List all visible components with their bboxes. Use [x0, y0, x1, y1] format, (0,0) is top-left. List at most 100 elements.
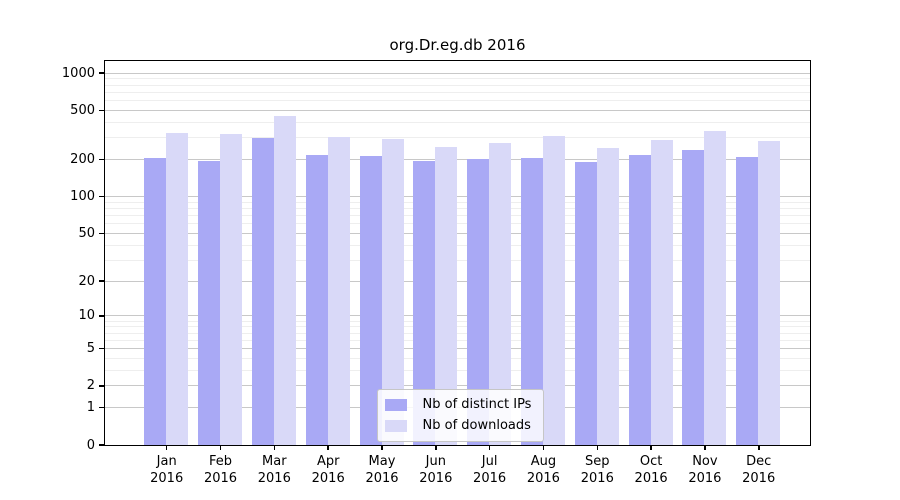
x-tick-mark-aug	[542, 445, 545, 450]
x-tick-year: 2016	[150, 471, 184, 486]
legend-item-distinct-ips: Nb of distinct IPs	[384, 396, 532, 414]
y-tick-mark-5	[99, 347, 105, 350]
x-tick-month: Sep	[585, 454, 610, 469]
y-tick-mark-10	[99, 315, 105, 317]
x-tick-year: 2016	[365, 471, 399, 486]
x-tick-label-nov: Nov 2016	[678, 453, 732, 487]
y-tick-mark-20	[99, 280, 105, 282]
x-tick-mark-mar	[273, 445, 276, 450]
gridline-major-1000	[104, 72, 810, 74]
x-tick-year: 2016	[688, 471, 722, 486]
x-tick-mark-apr	[327, 445, 329, 450]
x-tick-month: May	[368, 454, 396, 469]
x-tick-year: 2016	[473, 471, 507, 486]
x-tick-year: 2016	[742, 471, 776, 486]
x-tick-month: Feb	[208, 454, 233, 469]
legend-label-downloads: Nb of downloads	[422, 418, 531, 433]
x-tick-month: Dec	[746, 454, 772, 469]
x-tick-mark-sep	[596, 445, 598, 450]
x-tick-label-jun: Jun 2016	[409, 453, 463, 487]
x-tick-mark-feb	[219, 445, 222, 450]
gridline-minor-300	[104, 137, 810, 139]
bar-downloads-sep	[596, 147, 619, 445]
bar-downloads-mar	[273, 115, 296, 445]
bar-downloads-aug	[542, 135, 565, 445]
y-tick-label-500: 500	[70, 102, 95, 118]
y-tick-mark-1	[99, 406, 105, 409]
bar-distinct-ips-nov	[682, 149, 705, 445]
x-tick-month: Mar	[262, 454, 287, 469]
legend-swatch-distinct-ips	[384, 398, 407, 411]
x-tick-mark-jun	[435, 445, 437, 450]
y-tick-mark-100	[99, 195, 105, 198]
legend-label-distinct-ips: Nb of distinct IPs	[422, 397, 532, 412]
bar-distinct-ips-oct	[628, 155, 651, 445]
x-tick-year: 2016	[634, 471, 668, 486]
x-tick-label-jul: Jul 2016	[463, 453, 517, 487]
y-tick-mark-2	[99, 385, 105, 387]
y-tick-mark-1000	[99, 72, 105, 74]
x-tick-year: 2016	[311, 471, 345, 486]
x-tick-mark-jul	[488, 445, 491, 450]
gridline-minor-900	[104, 78, 810, 80]
x-tick-label-oct: Oct 2016	[624, 453, 678, 487]
x-tick-month: Aug	[530, 454, 557, 469]
bar-distinct-ips-jan	[144, 157, 167, 445]
x-tick-year: 2016	[257, 471, 291, 486]
y-tick-label-20: 20	[78, 273, 95, 289]
bar-downloads-dec	[758, 140, 781, 445]
x-tick-mark-nov	[704, 445, 706, 450]
x-tick-label-feb: Feb 2016	[194, 453, 248, 487]
x-tick-month: Jul	[481, 454, 498, 469]
y-tick-label-1000: 1000	[61, 65, 95, 81]
x-tick-mark-dec	[758, 445, 760, 450]
bar-downloads-jul	[489, 142, 512, 445]
gridline-major-500	[104, 109, 810, 111]
x-tick-label-dec: Dec 2016	[732, 453, 786, 487]
y-tick-label-1: 1	[86, 400, 95, 416]
x-tick-mark-may	[381, 445, 383, 450]
x-tick-month: Nov	[692, 454, 718, 469]
y-tick-label-2: 2	[86, 378, 95, 394]
x-tick-label-mar: Mar 2016	[247, 453, 301, 487]
gridline-minor-400	[104, 121, 810, 123]
bar-distinct-ips-jul	[467, 158, 490, 445]
chart-title: org.Dr.eg.db 2016	[389, 36, 526, 54]
y-tick-label-50: 50	[78, 225, 95, 241]
bar-distinct-ips-apr	[305, 155, 328, 445]
bar-distinct-ips-feb	[198, 161, 220, 445]
bar-distinct-ips-may	[359, 155, 382, 445]
y-tick-mark-500	[99, 109, 105, 111]
x-tick-month: Apr	[316, 454, 340, 469]
x-tick-year: 2016	[580, 471, 614, 486]
x-tick-label-jan: Jan 2016	[140, 453, 194, 487]
y-tick-label-200: 200	[70, 151, 95, 167]
x-tick-month: Oct	[639, 454, 663, 469]
bar-downloads-jun	[435, 146, 458, 445]
gridline-minor-600	[104, 100, 810, 101]
plot-area: Nb of distinct IPs Nb of downloads	[103, 59, 811, 446]
y-tick-label-10: 10	[78, 308, 95, 324]
legend-item-downloads: Nb of downloads	[384, 417, 532, 435]
bar-downloads-apr	[327, 136, 350, 445]
bar-distinct-ips-aug	[520, 158, 543, 445]
bar-distinct-ips-jun	[413, 160, 436, 445]
bar-distinct-ips-mar	[251, 137, 274, 445]
y-tick-mark-50	[99, 232, 105, 234]
y-tick-mark-200	[99, 158, 105, 161]
x-tick-month: Jan	[156, 454, 177, 469]
x-tick-year: 2016	[526, 471, 560, 486]
gridline-minor-700	[104, 91, 810, 93]
legend-swatch-downloads	[384, 419, 407, 432]
x-tick-year: 2016	[419, 471, 453, 486]
x-tick-label-aug: Aug 2016	[516, 453, 570, 487]
bar-downloads-may	[381, 139, 404, 445]
x-tick-mark-oct	[650, 445, 652, 450]
bar-downloads-nov	[704, 131, 727, 445]
x-tick-label-apr: Apr 2016	[301, 453, 355, 487]
y-tick-label-0: 0	[86, 437, 95, 453]
gridline-minor-800	[104, 84, 810, 86]
y-tick-label-100: 100	[70, 189, 95, 204]
bar-downloads-oct	[650, 139, 673, 445]
